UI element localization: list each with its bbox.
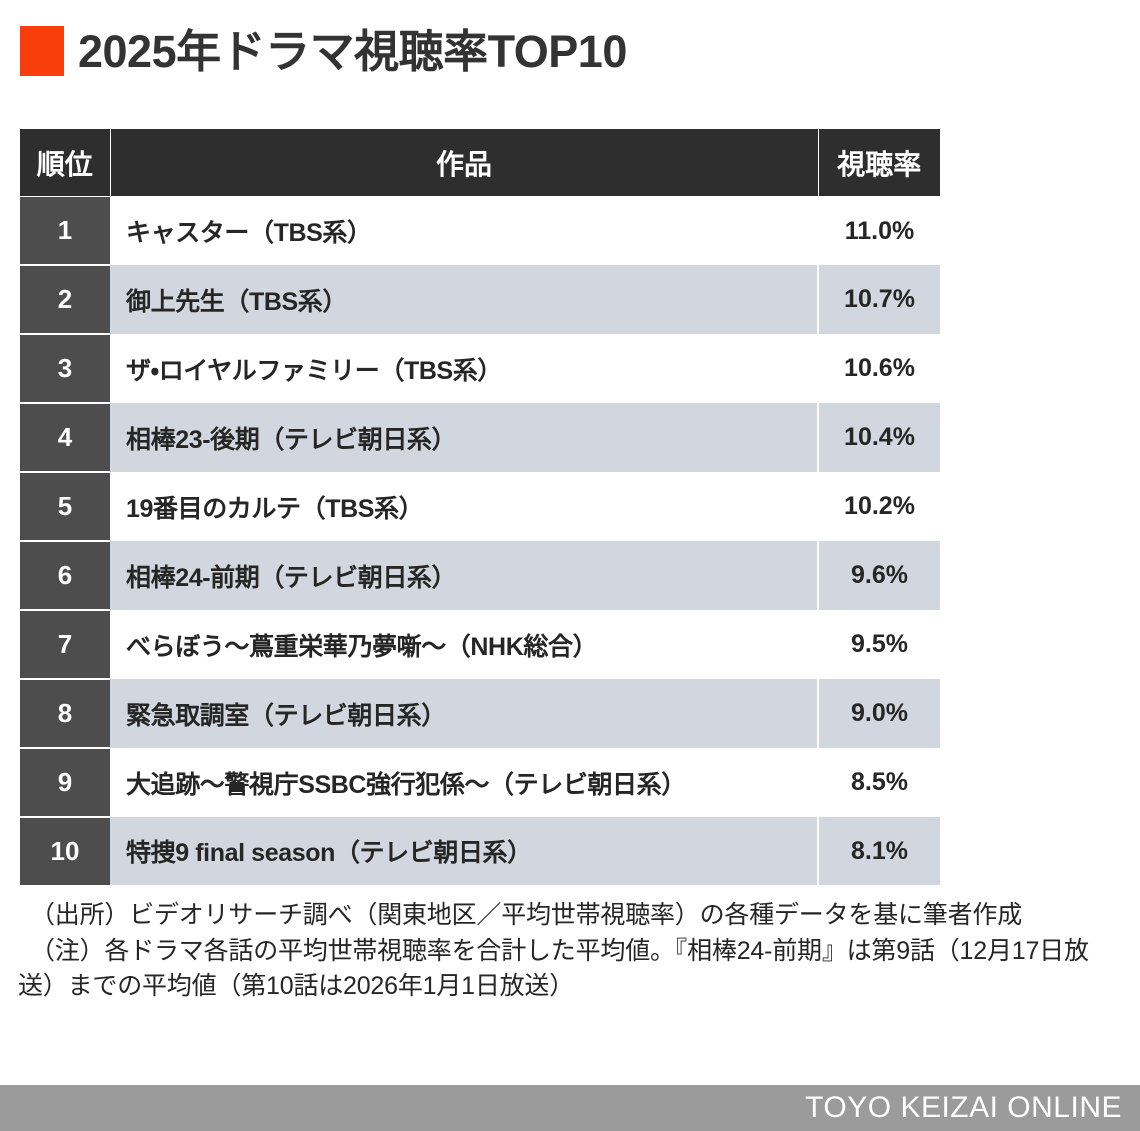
cell-rank: 7 bbox=[20, 609, 110, 680]
table-row: 8 緊急取調室（テレビ朝日系） 9.0% bbox=[20, 678, 940, 749]
cell-rank: 1 bbox=[20, 196, 110, 266]
cell-rank: 8 bbox=[20, 678, 110, 749]
cell-viewership-rate: 9.6% bbox=[817, 541, 940, 610]
table-row: 1 キャスター（TBS系） 11.0% bbox=[20, 196, 940, 266]
table-body: 1 キャスター（TBS系） 11.0% 2 御上先生（TBS系） 10.7% 3 ザ・ロイヤル… bbox=[20, 196, 940, 885]
cell-program-title: 御上先生（TBS系） bbox=[110, 265, 818, 334]
cell-rank: 6 bbox=[20, 540, 110, 611]
table-row: 4 相棒23-後期（テレビ朝日系） 10.4% bbox=[20, 402, 940, 473]
cell-viewership-rate: 10.6% bbox=[817, 334, 940, 403]
page-title-text: 2025年ドラマ視聴率TOP10 bbox=[78, 25, 627, 77]
table-row: 7 べらぼう〜蔦重栄華乃夢噺〜（NHK総合） 9.5% bbox=[20, 609, 940, 680]
footer-bar: TOYO KEIZAI ONLINE bbox=[0, 1085, 1140, 1131]
cell-viewership-rate: 9.5% bbox=[817, 610, 940, 679]
cell-rank: 4 bbox=[20, 402, 110, 473]
cell-program-title: 19番目のカルテ（TBS系） bbox=[110, 472, 818, 541]
cell-program-title: 緊急取調室（テレビ朝日系） bbox=[110, 679, 818, 748]
table-header: 順位 作品 視聴率 bbox=[20, 128, 940, 197]
source-note: （出所）ビデオリサーチ調べ（関東地区／平均世帯視聴率）の各種データを基に筆者作成 bbox=[30, 901, 1023, 929]
column-header-title: 作品 bbox=[109, 128, 819, 197]
table-row: 6 相棒24-前期（テレビ朝日系） 9.6% bbox=[20, 540, 940, 611]
column-header-rank: 順位 bbox=[20, 128, 111, 197]
page-title: 2025年ドラマ視聴率TOP10 bbox=[20, 26, 627, 76]
table-row: 10 特捜9 final season（テレビ朝日系） 8.1% bbox=[20, 816, 940, 885]
column-header-rate: 視聴率 bbox=[817, 128, 940, 197]
cell-viewership-rate: 10.7% bbox=[817, 265, 940, 334]
table-row: 2 御上先生（TBS系） 10.7% bbox=[20, 264, 940, 335]
cell-rank: 2 bbox=[20, 264, 110, 335]
cell-viewership-rate: 9.0% bbox=[817, 679, 940, 748]
cell-viewership-rate: 8.5% bbox=[817, 748, 940, 817]
cell-viewership-rate: 11.0% bbox=[817, 196, 940, 265]
cell-program-title: 特捜9 final season（テレビ朝日系） bbox=[110, 817, 818, 885]
table-row: 9 大追跡〜警視庁SSBC強行犯係〜（テレビ朝日系） 8.5% bbox=[20, 747, 940, 818]
cell-rank: 3 bbox=[20, 333, 110, 404]
cell-viewership-rate: 10.2% bbox=[817, 472, 940, 541]
cell-program-title: キャスター（TBS系） bbox=[110, 196, 818, 265]
table-header-row: 順位 作品 視聴率 bbox=[20, 128, 940, 197]
table-row: 3 ザ・ロイヤルファミリー（TBS系） 10.6% bbox=[20, 333, 940, 404]
title-accent-square bbox=[20, 26, 64, 76]
cell-program-title: 相棒23-後期（テレビ朝日系） bbox=[110, 403, 818, 472]
ranking-table-container: 順位 作品 視聴率 1 キャスター（TBS系） 11.0% 2 御上先生（TBS系） 10… bbox=[20, 128, 940, 885]
ranking-table: 順位 作品 視聴率 1 キャスター（TBS系） 11.0% 2 御上先生（TBS系） 10… bbox=[20, 128, 940, 885]
cell-program-title: べらぼう〜蔦重栄華乃夢噺〜（NHK総合） bbox=[110, 610, 818, 679]
cell-program-title: 相棒24-前期（テレビ朝日系） bbox=[110, 541, 818, 610]
cell-viewership-rate: 8.1% bbox=[817, 817, 940, 885]
cell-rank: 9 bbox=[20, 747, 110, 818]
table-row: 5 19番目のカルテ（TBS系） 10.2% bbox=[20, 471, 940, 542]
footer-brand: TOYO KEIZAI ONLINE bbox=[805, 1091, 1122, 1124]
cell-rank: 10 bbox=[20, 816, 110, 885]
methodology-note: （注）各ドラマ各話の平均世帯視聴率を合計した平均値。『相棒24-前期』は第9話（… bbox=[18, 936, 1089, 1001]
cell-program-title: 大追跡〜警視庁SSBC強行犯係〜（テレビ朝日系） bbox=[110, 748, 818, 817]
footnotes: （出所）ビデオリサーチ調べ（関東地区／平均世帯視聴率）の各種データを基に筆者作成… bbox=[18, 898, 1123, 1005]
cell-viewership-rate: 10.4% bbox=[817, 403, 940, 472]
cell-program-title: ザ・ロイヤルファミリー（TBS系） bbox=[110, 334, 818, 403]
cell-rank: 5 bbox=[20, 471, 110, 542]
